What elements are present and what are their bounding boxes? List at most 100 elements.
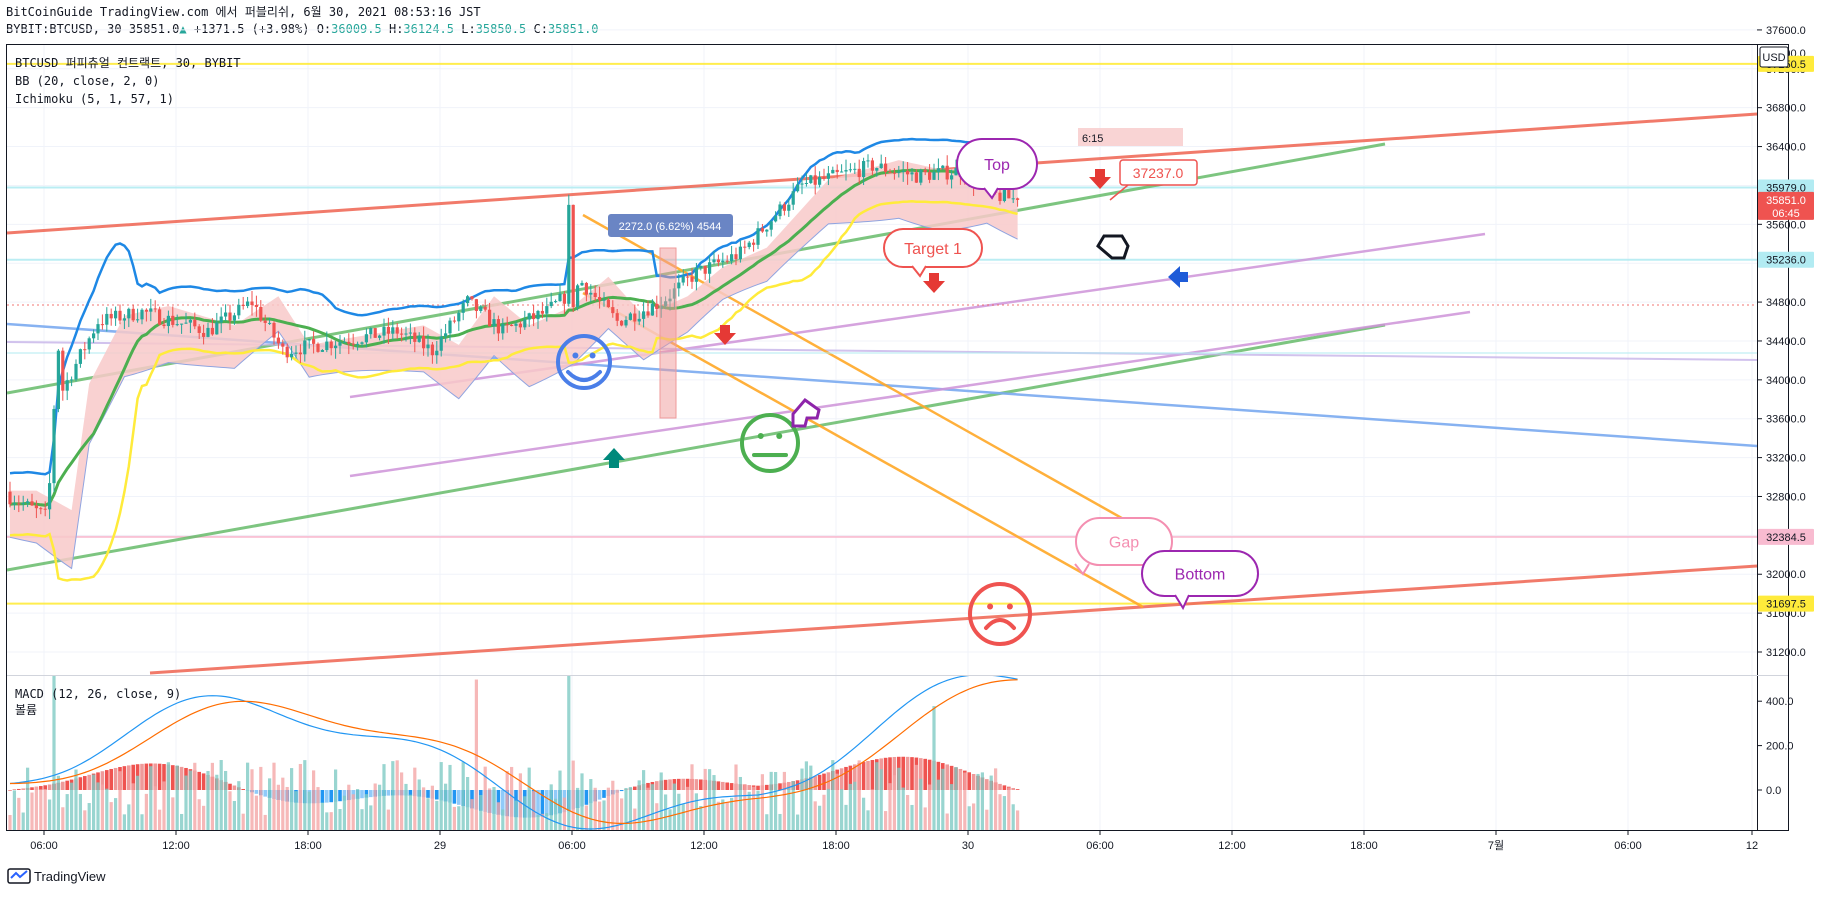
ichimoku-kumo (10, 160, 1018, 569)
currency-box[interactable] (1759, 46, 1789, 68)
volume-bar (83, 810, 87, 830)
volume-bar (452, 806, 456, 830)
candle-body (567, 204, 571, 304)
bb-lower-line (9, 199, 1018, 582)
macd-histogram-bar (699, 779, 703, 790)
candle-body (549, 301, 553, 307)
bb-upper-line (9, 137, 1018, 476)
macd-histogram-bar (729, 783, 734, 790)
macd-histogram-bar (144, 763, 149, 790)
price-axis[interactable]: 31200.031600.032000.032400.032800.033200… (1757, 0, 1806, 659)
macd-histogram-bar (694, 779, 699, 790)
symbol-label: BYBIT:BTCUSD, 30 (6, 22, 122, 36)
volume-bar (430, 785, 434, 830)
volume-bar (30, 792, 34, 830)
volume-bar (338, 809, 342, 830)
tradingview-logo-icon (7, 868, 31, 884)
volume-bar (479, 795, 483, 830)
candle-body (268, 322, 272, 324)
volume-bar (633, 808, 637, 830)
time-axis[interactable]: 06:00 12:00 18:00 29 06:00 12:00 18:00 30 06:00 1… (30, 830, 1758, 852)
candle-body (48, 483, 52, 510)
candle-body (888, 171, 892, 173)
volume-bar (690, 764, 694, 830)
candle-body (606, 299, 610, 308)
volume-bar (435, 800, 439, 830)
callout-target1-tail (911, 265, 927, 278)
callout-gap-text: Gap (1109, 535, 1139, 552)
candle-body (78, 349, 82, 364)
smiley-face-icon-outline (556, 334, 612, 390)
candle-body (527, 313, 531, 320)
macd-histogram-bar (668, 779, 672, 790)
volume-bar (901, 787, 905, 830)
candle-body (954, 168, 958, 176)
volume-bar (562, 797, 566, 830)
candle-body (580, 282, 584, 286)
candle-body (65, 380, 69, 391)
smiley-face-icon-mouth (566, 370, 602, 382)
smiley-face-icon (556, 334, 612, 390)
close-label: C: (533, 22, 548, 36)
candle-body (554, 301, 558, 303)
legend-title: BTCUSD 퍼피츄얼 컨트랙트, 30, BYBIT (15, 56, 241, 70)
price-tick-label: 34000.0 (1766, 375, 1806, 387)
macd-histogram-bar (619, 790, 624, 792)
time-tick-label: 7월 (1488, 839, 1504, 852)
macd-histogram-bar (109, 768, 113, 790)
brand-name: TradingView (34, 869, 106, 884)
macd-signal-line (10, 679, 1018, 824)
volume-bar (12, 790, 16, 830)
candle-body (730, 254, 734, 262)
time-tick-label: 06:00 (1614, 840, 1642, 852)
volume-bar (967, 806, 971, 830)
volume-bar (400, 772, 404, 830)
volume-bar (756, 790, 760, 830)
volume-bar (180, 813, 184, 830)
candle-body (620, 320, 624, 326)
price-tick-label: 33200.0 (1766, 453, 1806, 465)
volume-bar (954, 767, 958, 830)
volume-bar (620, 798, 624, 830)
volume-bar (422, 787, 426, 830)
candle-body (800, 183, 804, 185)
macd-tick-label: 200.0 (1766, 741, 1794, 753)
macd-histogram-bar (817, 774, 822, 790)
price-tag-bg (1758, 191, 1814, 220)
callout-target1-bg (883, 228, 983, 268)
macd-histogram-bar (602, 790, 606, 798)
volume-bar (369, 805, 373, 830)
volume-bar (628, 786, 632, 830)
volume-bar (941, 768, 945, 830)
callout-bottom-text: Bottom (1175, 567, 1226, 584)
callout-gap: Gap (1074, 517, 1173, 576)
candle-body (875, 168, 879, 171)
volume-bar (796, 814, 800, 830)
volume-bar (408, 794, 412, 830)
price-tag-bg (1758, 528, 1814, 545)
candle-body (180, 323, 184, 325)
candle-body (259, 306, 263, 321)
volume-bar (928, 784, 932, 830)
price-tag-label: 35851.0 (1766, 195, 1806, 207)
candle-body (835, 169, 839, 173)
macd-histogram-bar (435, 790, 439, 800)
volume-bar (976, 773, 980, 830)
candle-body (127, 308, 131, 319)
macd-histogram-bar (320, 790, 325, 803)
measure-label: 2272.0 (6.62%) 4544 (619, 221, 722, 233)
volume-bar (730, 797, 734, 830)
volume-bar (259, 766, 263, 830)
time-note-bg (1078, 128, 1183, 146)
macd-histogram-bar (967, 772, 971, 790)
volume-bar (708, 769, 712, 830)
callout-target1-text: Target 1 (904, 241, 962, 258)
candle-body (136, 319, 140, 321)
volume-bar (906, 794, 910, 830)
macd-histogram-bar (179, 766, 184, 790)
volume-bar (74, 769, 78, 830)
candle-body (857, 168, 861, 178)
candle-body (598, 297, 602, 301)
candle-body (699, 265, 703, 269)
